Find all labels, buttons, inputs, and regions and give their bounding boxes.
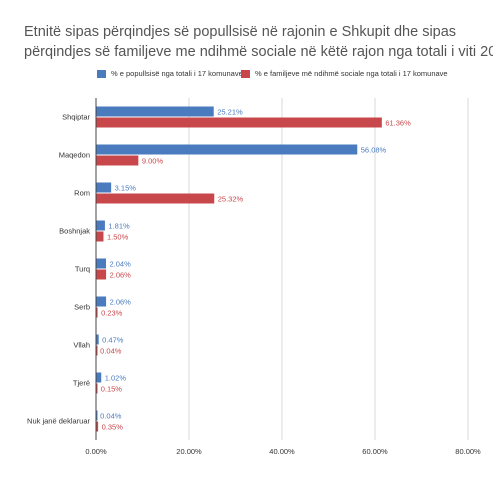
chart-title-line-1: Etnitë sipas përqindjes së popullsisë në… — [24, 24, 457, 40]
category-label: Rom — [74, 189, 90, 198]
bar-social-aid — [96, 193, 215, 204]
category-label: Serb — [74, 303, 90, 312]
category-label: Nuk janë deklaruar — [27, 417, 90, 426]
x-tick-label: 80.00% — [455, 447, 481, 456]
data-label-population: 1.02% — [105, 373, 127, 382]
bar-social-aid — [96, 269, 107, 280]
bar-social-aid — [96, 421, 99, 432]
data-label-population: 1.81% — [108, 221, 130, 230]
bar-population — [96, 220, 105, 231]
data-label-social-aid: 61.36% — [385, 118, 411, 127]
chart-title: Etnitë sipas përqindjes së popullsisë në… — [24, 22, 493, 62]
category-label: Turq — [75, 265, 90, 274]
legend-swatch-population — [97, 69, 106, 78]
legend-swatch-social-aid — [241, 69, 250, 78]
category-label: Vllah — [73, 341, 90, 350]
data-label-social-aid: 0.35% — [102, 422, 124, 431]
bar-population — [96, 106, 214, 117]
bar-population — [96, 410, 98, 421]
bar-population — [96, 296, 107, 307]
data-label-social-aid: 9.00% — [142, 156, 164, 165]
category-label: Tjerë — [73, 379, 90, 388]
bar-population — [96, 144, 358, 155]
data-label-population: 3.15% — [115, 183, 137, 192]
data-label-population: 2.06% — [110, 297, 132, 306]
bar-population — [96, 182, 112, 193]
data-label-population: 2.04% — [109, 259, 131, 268]
legend-label-social-aid: % e familjeve më ndihmë sociale nga tota… — [255, 69, 448, 78]
bar-social-aid — [96, 383, 98, 394]
bar-social-aid — [96, 155, 139, 166]
category-label: Maqedon — [59, 151, 90, 160]
bar-social-aid — [96, 117, 382, 128]
data-label-population: 25.21% — [217, 107, 243, 116]
category-label: Shqiptar — [62, 113, 90, 122]
legend-item-population: % e popullsisë nga totali i 17 komunave — [97, 69, 243, 78]
data-label-population: 0.47% — [102, 335, 124, 344]
data-label-social-aid: 0.23% — [101, 308, 123, 317]
x-tick-label: 20.00% — [176, 447, 202, 456]
data-label-social-aid: 0.04% — [100, 346, 122, 355]
bar-population — [96, 372, 102, 383]
data-label-social-aid: 2.06% — [110, 270, 132, 279]
data-label-social-aid: 25.32% — [218, 194, 244, 203]
data-label-population: 56.08% — [361, 145, 387, 154]
data-label-social-aid: 1.50% — [107, 232, 129, 241]
chart-legend: % e popullsisë nga totali i 17 komunave … — [0, 69, 493, 83]
bar-population — [96, 258, 106, 269]
bar-population — [96, 334, 99, 345]
x-tick-label: 40.00% — [269, 447, 295, 456]
legend-item-social-aid: % e familjeve më ndihmë sociale nga tota… — [241, 69, 448, 78]
bar-social-aid — [96, 231, 104, 242]
bar-social-aid — [96, 345, 98, 356]
chart-title-line-2: përqindjes së familjeve me ndihmë social… — [24, 44, 493, 60]
category-label: Boshnjak — [59, 227, 90, 236]
bar-social-aid — [96, 307, 98, 318]
legend-label-population: % e popullsisë nga totali i 17 komunave — [111, 69, 243, 78]
data-label-population: 0.04% — [100, 411, 122, 420]
data-label-social-aid: 0.15% — [101, 384, 123, 393]
x-tick-label: 0.00% — [85, 447, 107, 456]
x-tick-label: 60.00% — [362, 447, 388, 456]
